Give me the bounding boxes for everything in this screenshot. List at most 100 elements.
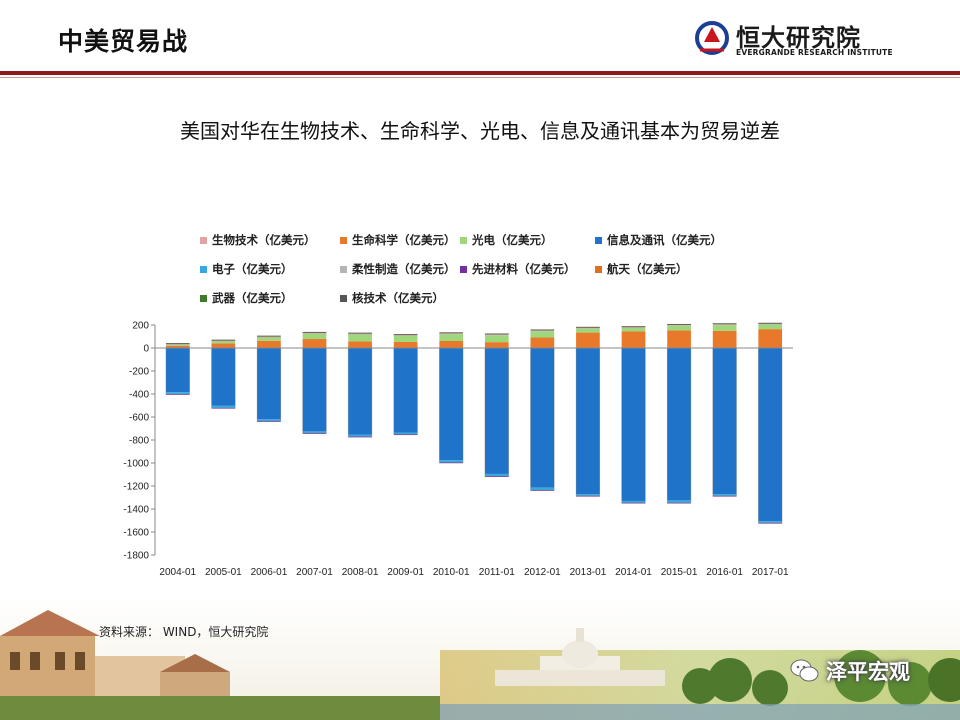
x-tick-label: 2016-01 (706, 567, 743, 578)
bar-segment (576, 326, 600, 328)
bar-segment (758, 329, 783, 348)
legend-item: 信息及通讯（亿美元） (595, 232, 722, 248)
y-tick-label: -1600 (123, 528, 149, 539)
legend-label: 信息及通讯（亿美元） (607, 233, 722, 247)
header-bar: 中美贸易战 恒大研究院 EVERGRANDE RESEARCH INSTITUT… (0, 0, 960, 72)
bar-segment (621, 348, 646, 501)
bar-segment (348, 341, 372, 348)
x-tick-label: 2011-01 (479, 567, 515, 578)
bar-segment (712, 494, 737, 496)
bar-segment (348, 332, 372, 334)
bar-segment (667, 323, 691, 325)
y-tick-label: -1400 (123, 505, 149, 516)
header-divider (0, 71, 960, 75)
bar-segment (165, 343, 190, 344)
bar-segment (302, 333, 327, 340)
y-tick-label: -1800 (123, 551, 149, 562)
x-tick-label: 2006-01 (251, 567, 288, 578)
bar-segment (758, 348, 783, 522)
capitol-building (495, 628, 665, 686)
logo-text-cn: 恒大研究院 (736, 24, 861, 52)
bottom-scenery-image (0, 596, 960, 720)
bar-segment (758, 324, 783, 330)
legend-item: 核技术（亿美元） (340, 290, 444, 306)
bar-segment (165, 344, 190, 346)
legend-item: 航天（亿美元） (595, 261, 688, 277)
bar-segment (393, 432, 418, 435)
bar-segment (530, 337, 555, 348)
legend-swatch (460, 265, 467, 273)
bar-segment (165, 348, 190, 393)
bar-segment (530, 330, 555, 332)
bar-segment (530, 487, 555, 491)
bar-segment (348, 348, 372, 435)
bar-segment (484, 335, 509, 343)
x-tick-label: 2013-01 (570, 567, 607, 578)
legend-item: 电子（亿美元） (200, 261, 293, 277)
bar-segment (712, 330, 737, 348)
bar-segment (621, 500, 646, 503)
bar-segment (257, 348, 281, 420)
bar-segment (758, 521, 783, 523)
bar-segment (712, 325, 737, 331)
bar-segment (667, 324, 691, 326)
chart-legend: 生物技术（亿美元） 生命科学（亿美元） 光电（亿美元） 信息及通讯（亿美元） 电子（亿美… (200, 232, 760, 312)
bar-segment (257, 419, 281, 422)
wechat-watermark: 泽平宏观 (790, 656, 910, 686)
bar-segment (439, 460, 464, 463)
y-tick-label: 200 (132, 321, 149, 332)
logo-text-en: EVERGRANDE RESEARCH INSTITUTE (736, 48, 893, 57)
x-tick-label: 2009-01 (387, 567, 424, 578)
x-tick-label: 2014-01 (615, 567, 652, 578)
bar-segment (667, 325, 691, 331)
bar-segment (484, 333, 509, 335)
legend-label: 电子（亿美元） (212, 262, 293, 276)
legend-label: 航天（亿美元） (607, 262, 688, 276)
bar-segment (530, 329, 555, 331)
bar-segment (439, 348, 464, 461)
page-title: 中美贸易战 (58, 27, 189, 56)
bar-segment (439, 334, 464, 341)
bar-segment (257, 335, 281, 337)
legend-item: 生物技术（亿美元） (200, 232, 316, 248)
wechat-icon (790, 659, 819, 682)
legend-label: 光电（亿美元） (472, 233, 553, 247)
bar-segment (439, 340, 464, 348)
legend-swatch (340, 265, 347, 273)
y-tick-label: -800 (129, 436, 149, 447)
legend-item: 柔性制造（亿美元） (340, 261, 456, 277)
bar-segment (302, 348, 327, 432)
y-tick-label: -400 (129, 390, 149, 401)
legend-item: 光电（亿美元） (460, 232, 553, 248)
bar-segment (576, 348, 600, 495)
legend-item: 先进材料（亿美元） (460, 261, 576, 277)
bar-segment (667, 500, 691, 503)
bar-segment (211, 405, 236, 408)
legend-swatch (460, 236, 467, 244)
legend-swatch (595, 265, 602, 273)
bar-segment (758, 322, 783, 324)
bar-segment (348, 434, 372, 437)
bar-segment (165, 343, 190, 345)
y-tick-label: -1200 (123, 482, 149, 493)
bar-segment (576, 494, 600, 496)
left-villa (0, 610, 440, 720)
source-note: 资料来源： WIND，恒大研究院 (99, 625, 269, 639)
bar-segment (484, 473, 509, 477)
bar-segment (576, 327, 600, 329)
bar-segment (302, 332, 327, 334)
trees (682, 650, 960, 706)
bar-segment (348, 333, 372, 335)
bar-segment (667, 348, 691, 501)
bar-segment (257, 336, 281, 338)
x-tick-label: 2015-01 (661, 567, 698, 578)
x-tick-label: 2017-01 (752, 567, 789, 578)
bar-segment (484, 334, 509, 336)
bar-segment (393, 348, 418, 433)
legend-label: 先进材料（亿美元） (472, 262, 576, 276)
bar-segment (484, 348, 509, 474)
bar-segment (165, 392, 190, 394)
bar-segment (621, 327, 646, 328)
x-tick-label: 2012-01 (524, 567, 561, 578)
